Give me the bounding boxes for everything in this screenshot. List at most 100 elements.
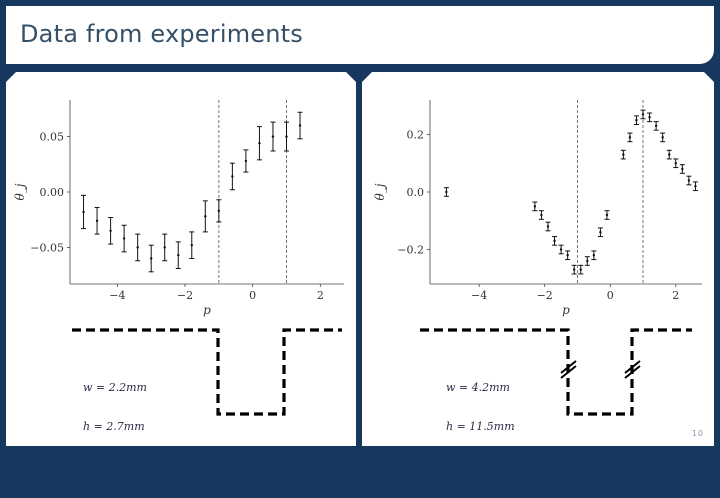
right-data-point — [692, 181, 698, 192]
right-x-tick-label: 2 — [672, 289, 679, 302]
right-marker — [553, 239, 556, 243]
right-param-q: q = 2.43mm — [446, 459, 515, 472]
left-marker — [177, 253, 180, 257]
right-data-point — [633, 115, 639, 125]
left-marker — [82, 210, 85, 214]
left-x-tick-label: 0 — [249, 289, 256, 302]
right-data-point — [679, 164, 685, 174]
left-data-point — [175, 241, 181, 269]
left-data-point — [108, 216, 114, 245]
left-data-point — [81, 194, 87, 230]
right-x-tick-label: −4 — [471, 289, 487, 302]
left-y-label: θ_j — [13, 183, 27, 200]
right-panel: −4 −2 0 2 −0.2 0.0 0.2 p θ_j w = 4.2mm h = 11.5m… — [362, 72, 714, 446]
left-data-point — [135, 233, 141, 262]
right-marker — [641, 113, 645, 116]
right-marker — [681, 167, 684, 171]
left-x-tick-label: 2 — [317, 289, 324, 302]
right-y-tick-label: −0.2 — [397, 244, 424, 257]
left-param-q: q = 3.84mm — [83, 459, 152, 472]
right-channel-diagram — [420, 328, 692, 416]
right-marker — [622, 153, 625, 156]
left-marker — [258, 142, 261, 145]
right-x-label: p — [562, 303, 570, 317]
right-marker — [533, 205, 537, 208]
right-params: w = 4.2mm h = 11.5mm q = 2.43mm — [446, 355, 515, 472]
right-data-point — [640, 109, 646, 120]
left-param-h: h = 2.7mm — [83, 420, 145, 433]
right-data-point — [627, 132, 633, 143]
right-chart: −4 −2 0 2 −0.2 0.0 0.2 p θ_j — [373, 100, 702, 317]
right-marker — [628, 136, 632, 139]
left-y-tick-label: 0.05 — [40, 131, 65, 144]
right-data-point — [686, 175, 692, 186]
right-marker — [559, 248, 563, 251]
right-param-w: w = 4.2mm — [446, 381, 510, 394]
right-marker — [674, 162, 677, 165]
right-data-point — [620, 149, 626, 160]
right-marker — [546, 225, 550, 228]
right-y-tick-label: 0.0 — [407, 186, 425, 199]
left-marker — [122, 237, 126, 240]
right-y-tick-label: 0.2 — [407, 129, 425, 142]
right-marker — [687, 179, 691, 182]
left-marker — [163, 246, 166, 249]
right-marker — [661, 136, 664, 139]
right-data-point — [653, 121, 659, 131]
right-marker — [579, 268, 582, 271]
right-data-point — [532, 201, 538, 212]
left-param-w: w = 2.2mm — [83, 381, 147, 394]
right-marker — [635, 118, 638, 122]
right-data-point — [545, 221, 551, 232]
slide-title: Data from experiments — [20, 20, 303, 48]
right-marker — [654, 124, 658, 128]
left-data-point — [243, 149, 249, 173]
right-marker — [572, 268, 576, 271]
left-marker — [244, 159, 248, 163]
right-data-point — [552, 236, 558, 246]
slide-header: Data from experiments — [6, 6, 714, 64]
right-data-point — [558, 244, 564, 255]
right-data-point — [571, 264, 577, 275]
left-panel: −4 −2 0 2 −0.05 0.00 0.05 p θ_j w = 2.2mm h = 2.… — [6, 72, 356, 446]
left-x-tick-label: −2 — [177, 289, 193, 302]
left-marker — [231, 175, 234, 178]
right-marker — [586, 259, 589, 263]
right-data-point — [666, 149, 672, 160]
right-marker — [445, 190, 448, 194]
left-channel-diagram — [72, 328, 342, 416]
left-data-point — [148, 244, 154, 273]
right-x-tick-label: −2 — [537, 289, 553, 302]
right-marker — [540, 213, 543, 217]
left-marker — [217, 209, 221, 213]
left-marker — [298, 124, 302, 127]
right-data-point — [647, 112, 653, 123]
left-y-tick-label: −0.05 — [30, 241, 64, 254]
left-marker — [285, 135, 288, 138]
right-marker — [694, 185, 697, 188]
right-data-point — [604, 210, 610, 220]
right-data-point — [578, 264, 584, 275]
left-data-point — [283, 121, 289, 152]
right-param-h: h = 11.5mm — [446, 420, 515, 433]
right-data-point — [565, 250, 571, 261]
left-data-point — [94, 207, 100, 235]
right-data-point — [660, 132, 666, 143]
left-data-point — [162, 233, 168, 262]
right-x-tick-label: 0 — [607, 289, 614, 302]
right-data-point — [597, 227, 603, 238]
page-number: 10 — [691, 429, 704, 438]
left-data-point — [189, 231, 195, 260]
left-wall-break-mark — [560, 360, 577, 379]
right-y-label: θ_j — [373, 183, 387, 200]
left-marker — [95, 219, 99, 223]
left-marker — [190, 244, 193, 247]
left-x-label: p — [203, 303, 211, 317]
right-data-point — [673, 158, 679, 169]
left-x-tick-label: −4 — [109, 289, 125, 302]
left-data-point — [216, 199, 222, 223]
right-marker — [599, 231, 602, 234]
left-data-point — [270, 121, 276, 152]
left-marker — [271, 135, 275, 138]
right-data-point — [443, 187, 449, 197]
